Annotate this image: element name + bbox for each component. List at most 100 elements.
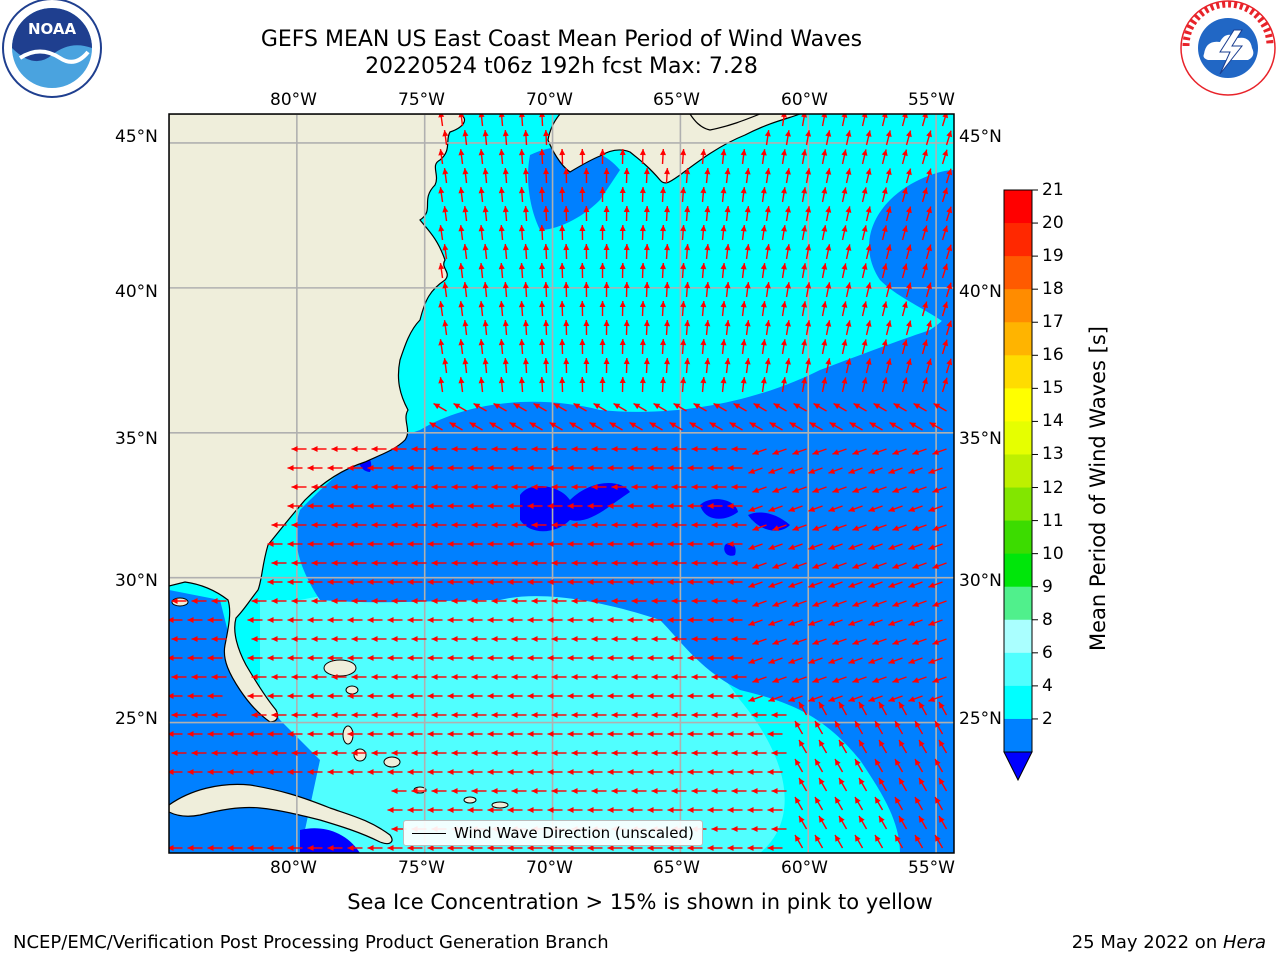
wind-wave-arrow-head: [906, 358, 912, 366]
wind-wave-arrow-head: [531, 712, 538, 718]
wind-wave-arrow-head: [491, 484, 498, 490]
wind-wave-arrow-head: [573, 403, 581, 410]
wind-wave-arrow-head: [664, 320, 671, 327]
wind-wave-arrow-head: [764, 244, 771, 251]
wind-wave-arrow-head: [651, 674, 658, 680]
wind-wave-arrow-head: [567, 465, 574, 471]
wind-wave-arrow-head: [899, 778, 905, 785]
footer-host: Hera: [1222, 932, 1266, 953]
wind-wave-arrow-head: [845, 206, 852, 213]
colorbar-under-triangle: [1003, 751, 1033, 782]
wind-wave-arrow-head: [872, 525, 880, 531]
wind-wave-arrow-head: [922, 263, 928, 271]
wind-wave-arrow-head: [881, 114, 888, 119]
wind-wave-arrow-head: [482, 168, 489, 175]
wind-wave-arrow-head: [805, 206, 812, 213]
wind-wave-arrow-head: [267, 845, 274, 851]
wind-wave-arrow-head: [828, 506, 836, 512]
wind-wave-arrow-head: [912, 677, 920, 683]
wind-wave-arrow-head: [511, 522, 518, 528]
wind-wave-arrow-head: [711, 560, 718, 566]
wind-wave-arrow-head: [768, 582, 776, 588]
wind-wave-arrow-head: [631, 674, 638, 680]
wind-wave-arrow-head: [647, 693, 654, 699]
wind-wave-arrow-head: [691, 560, 698, 566]
wind-wave-arrow-head: [547, 655, 554, 661]
wind-wave-arrow-head: [832, 525, 840, 531]
wind-wave-arrow-head: [647, 655, 654, 661]
wind-wave-arrow-head: [411, 788, 418, 794]
wind-wave-arrow-head: [518, 263, 525, 270]
wind-wave-arrow-head: [502, 130, 509, 137]
wind-wave-arrow-head: [906, 168, 912, 176]
wind-wave-arrow-head: [744, 320, 751, 327]
colorbar-swatch: [1004, 355, 1032, 389]
wind-wave-arrow-head: [438, 339, 445, 346]
wind-wave-arrow-head: [498, 187, 505, 194]
wind-wave-arrow-head: [926, 206, 932, 214]
wind-wave-arrow-head: [347, 693, 354, 699]
wind-wave-arrow-head: [771, 788, 778, 794]
wind-wave-arrow: [901, 114, 907, 127]
wind-wave-arrow-head: [848, 620, 856, 626]
wind-wave-arrow-head: [922, 339, 928, 347]
wind-wave-arrow-head: [522, 244, 529, 251]
wind-wave-arrow-head: [680, 339, 687, 346]
wind-wave-arrow-head: [627, 731, 634, 737]
wind-wave-arrow-head: [680, 187, 687, 194]
wind-wave-arrow-head: [808, 620, 816, 626]
wind-wave-arrow-head: [351, 560, 358, 566]
wind-wave-arrow-head: [247, 731, 254, 737]
wind-wave-arrow-head: [371, 712, 378, 718]
wind-wave-arrow-head: [812, 639, 820, 645]
wind-wave-arrow-head: [795, 835, 801, 842]
wind-wave-arrow-head: [731, 560, 738, 566]
lat-tick-left: 25°N: [115, 709, 158, 729]
wind-wave-arrow-head: [684, 320, 691, 327]
wind-wave-arrow-head: [627, 769, 634, 775]
wind-wave-arrow-head: [331, 750, 338, 756]
wind-wave-arrow-head: [387, 579, 394, 585]
wind-wave-arrow-head: [367, 541, 374, 547]
wind-wave-arrow-head: [780, 263, 787, 270]
wind-wave-arrow-head: [631, 788, 638, 794]
wind-wave-arrow-head: [467, 617, 474, 623]
wind-wave-arrow-head: [611, 750, 618, 756]
wind-wave-arrow-head: [427, 845, 434, 851]
wind-wave-arrow-head: [808, 544, 816, 550]
wind-wave-arrow-head: [307, 845, 314, 851]
wind-wave-arrow-head: [768, 544, 776, 550]
wind-wave-arrow-head: [845, 130, 852, 137]
wind-wave-arrow-head: [539, 301, 546, 308]
wind-wave-arrow-head: [547, 731, 554, 737]
wind-wave-arrow-head: [498, 339, 505, 346]
wind-wave-arrow-head: [207, 845, 214, 851]
wind-wave-arrow-head: [211, 750, 218, 756]
wind-wave-arrow-head: [591, 788, 598, 794]
wind-wave-arrow-head: [559, 301, 566, 308]
wind-wave-arrow-head: [603, 244, 610, 251]
wind-wave-arrow-head: [371, 636, 378, 642]
wind-wave-arrow-head: [727, 617, 734, 623]
wind-wave-arrow-head: [849, 422, 857, 429]
wind-wave-arrow-head: [808, 506, 816, 512]
wind-wave-arrow-head: [447, 731, 454, 737]
wind-wave-arrow-head: [471, 598, 478, 604]
wind-wave-arrow-head: [467, 465, 474, 471]
wind-wave-arrow-head: [643, 282, 650, 289]
wind-wave-arrow-head: [848, 506, 856, 512]
wind-wave-arrow-head: [507, 731, 514, 737]
wind-wave-arrow-head: [442, 168, 449, 175]
wind-wave-arrow-head: [821, 301, 828, 308]
lat-tick-right: 30°N: [959, 571, 1002, 591]
wind-wave-arrow-head: [792, 677, 800, 683]
wind-wave-arrow-head: [511, 484, 518, 490]
wind-wave-arrow-head: [451, 636, 458, 642]
colorbar-level-label: 4: [1042, 675, 1053, 696]
wind-wave-arrow-head: [367, 693, 374, 699]
wind-wave-arrow-head: [589, 422, 597, 429]
wind-wave-arrow-head: [935, 835, 941, 842]
wind-wave-arrow-head: [442, 320, 449, 327]
wind-wave-arrow-head: [471, 560, 478, 566]
wind-wave-arrow: [881, 114, 887, 127]
